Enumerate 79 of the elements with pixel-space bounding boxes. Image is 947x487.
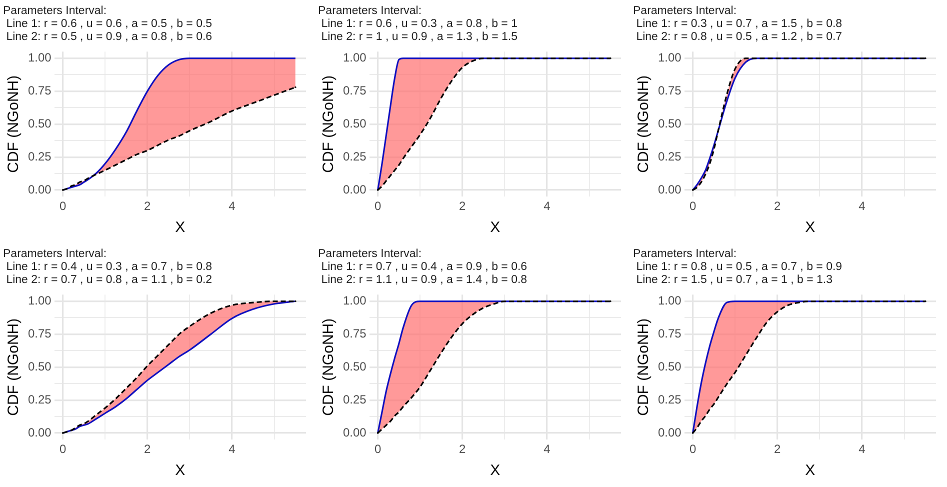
y-tick-label: 0.00 bbox=[658, 182, 682, 196]
y-axis-title: CDF (NGoNH) bbox=[320, 318, 338, 416]
x-tick-label: 2 bbox=[144, 199, 152, 214]
y-axis-title: CDF (NGoNH) bbox=[635, 318, 652, 416]
x-tick-label: 4 bbox=[858, 199, 866, 214]
text: Line 2: r = 0.7 , u = 0.8 , a = 1.1 , b = 0.2 bbox=[6, 274, 212, 286]
x-tick-label: 2 bbox=[144, 442, 152, 456]
y-tick-label: 0.00 bbox=[28, 425, 52, 440]
x-axis-title: X bbox=[175, 219, 186, 236]
y-tick-label: 0.75 bbox=[342, 84, 367, 98]
x-tick-label: 4 bbox=[544, 199, 551, 214]
text: Parameters Interval: bbox=[633, 248, 737, 260]
y-tick-label: 0.00 bbox=[658, 425, 682, 440]
x-tick-label: 2 bbox=[774, 199, 782, 214]
x-axis-title: X bbox=[490, 219, 500, 236]
y-tick-label: 0.00 bbox=[342, 425, 367, 440]
x-axis-title: X bbox=[490, 462, 500, 480]
x-tick-label: 2 bbox=[774, 442, 782, 456]
y-tick-label: 1.00 bbox=[658, 50, 682, 65]
y-tick-label: 0.25 bbox=[342, 392, 367, 406]
y-tick-label: 0.25 bbox=[658, 149, 682, 164]
x-tick-label: 0 bbox=[689, 199, 696, 214]
x-tick-label: 2 bbox=[459, 442, 466, 456]
y-tick-label: 0.00 bbox=[28, 182, 52, 196]
y-tick-label: 1.00 bbox=[28, 294, 52, 308]
text: Line 1: r = 0.6 , u = 0.3 , a = 0.8 , b = 1 bbox=[321, 18, 518, 30]
y-tick-label: 0.50 bbox=[342, 116, 367, 130]
y-tick-label: 0.50 bbox=[658, 359, 682, 374]
x-tick-label: 0 bbox=[59, 199, 66, 214]
y-tick-label: 0.75 bbox=[342, 326, 367, 341]
y-tick-label: 0.75 bbox=[28, 84, 52, 98]
text: Parameters Interval: bbox=[633, 4, 737, 17]
x-tick-label: 4 bbox=[228, 199, 236, 214]
y-tick-label: 0.25 bbox=[342, 149, 367, 164]
text: Parameters Interval: bbox=[3, 248, 107, 260]
y-tick-label: 0.25 bbox=[28, 392, 52, 406]
y-axis-title: CDF (NGoNH) bbox=[5, 75, 22, 173]
x-tick-label: 0 bbox=[59, 442, 66, 456]
text: Line 2: r = 0.5 , u = 0.9 , a = 0.8 , b = 0.6 bbox=[6, 31, 212, 44]
x-tick-label: 2 bbox=[459, 199, 466, 214]
y-tick-label: 0.25 bbox=[28, 149, 52, 164]
text: Line 1: r = 0.7 , u = 0.4 , a = 0.9 , b = 0.6 bbox=[321, 261, 528, 274]
x-axis-title: X bbox=[805, 219, 816, 236]
x-tick-label: 4 bbox=[858, 442, 866, 456]
x-tick-label: 0 bbox=[374, 199, 382, 214]
x-tick-label: 4 bbox=[228, 442, 236, 456]
y-tick-label: 1.00 bbox=[342, 50, 367, 65]
text: Line 1: r = 0.8 , u = 0.5 , a = 0.7 , b = 0.9 bbox=[636, 261, 842, 274]
text: Parameters Interval: bbox=[3, 4, 107, 17]
y-tick-label: 0.50 bbox=[658, 116, 682, 130]
text: Line 2: r = 1.5 , u = 0.7 , a = 1 , b = 1.3 bbox=[636, 274, 832, 286]
y-tick-label: 0.75 bbox=[658, 326, 682, 341]
x-tick-label: 4 bbox=[544, 442, 551, 456]
x-axis-title: X bbox=[805, 462, 816, 480]
y-tick-label: 1.00 bbox=[28, 50, 52, 65]
text: Line 1: r = 0.6 , u = 0.6 , a = 0.5 , b = 0.5 bbox=[6, 18, 212, 30]
y-tick-label: 0.25 bbox=[658, 392, 682, 406]
y-tick-label: 0.75 bbox=[28, 326, 52, 341]
text: Parameters Interval: bbox=[318, 248, 422, 260]
x-axis-title: X bbox=[175, 462, 186, 480]
line-series bbox=[62, 86, 296, 191]
y-axis-title: CDF (NGoNH) bbox=[5, 318, 22, 416]
y-axis-title: CDF (NGoNH) bbox=[320, 75, 338, 173]
text: Line 2: r = 0.8 , u = 0.5 , a = 1.2 , b = 0.7 bbox=[636, 31, 842, 44]
y-tick-label: 0.50 bbox=[28, 359, 52, 374]
y-tick-label: 0.75 bbox=[658, 84, 682, 98]
y-tick-label: 1.00 bbox=[658, 294, 682, 308]
text: Line 1: r = 0.3 , u = 0.7 , a = 1.5 , b = 0.8 bbox=[636, 18, 842, 30]
x-tick-label: 0 bbox=[374, 442, 382, 456]
y-axis-title: CDF (NGoNH) bbox=[635, 75, 652, 173]
text: Line 1: r = 0.4 , u = 0.3 , a = 0.7 , b = 0.8 bbox=[6, 261, 212, 274]
text: Line 2: r = 1 , u = 0.9 , a = 1.3 , b = 1.5 bbox=[321, 31, 518, 44]
x-tick-label: 0 bbox=[689, 442, 696, 456]
text: Line 2: r = 1.1 , u = 0.9 , a = 1.4 , b = 0.8 bbox=[321, 274, 528, 286]
y-tick-label: 1.00 bbox=[342, 294, 367, 308]
text: Parameters Interval: bbox=[318, 4, 422, 17]
y-tick-label: 0.50 bbox=[28, 116, 52, 130]
y-tick-label: 0.50 bbox=[342, 359, 367, 374]
y-tick-label: 0.00 bbox=[342, 182, 367, 196]
